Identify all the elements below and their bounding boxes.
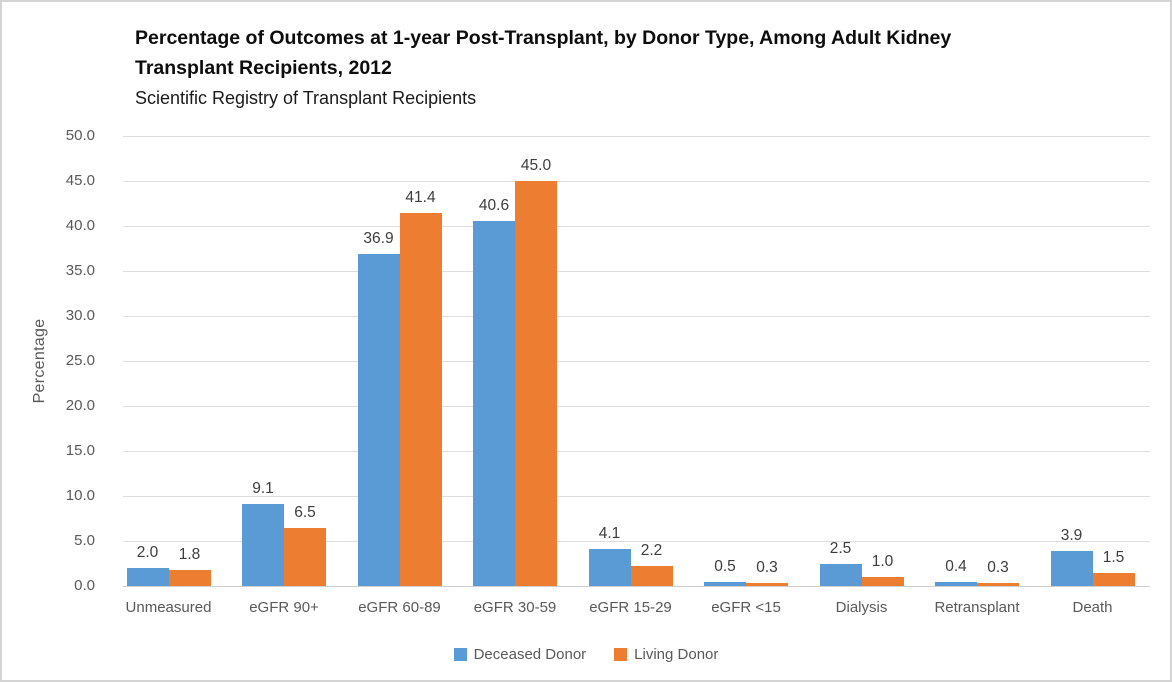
data-label-deceased-donor-retransplant: 0.4 (945, 558, 967, 576)
data-label-living-donor-egfr-60-89: 41.4 (405, 189, 436, 207)
bar-living-donor-egfr-30-59 (515, 181, 557, 586)
y-tick-label: 30.0 (65, 307, 95, 324)
bar-deceased-donor-egfr-30-59 (473, 220, 515, 586)
legend-swatch-living-donor (614, 648, 628, 661)
bar-living-donor-unmeasured (168, 569, 211, 586)
y-tick-label: 15.0 (65, 442, 95, 459)
bar-living-donor-egfr-15-29 (630, 566, 673, 586)
y-tick-label: 50.0 (65, 127, 95, 144)
bar-living-donor-death (1092, 572, 1135, 586)
bar-living-donor-egfr-90 (284, 527, 326, 586)
y-tick-label: 10.0 (65, 487, 95, 504)
bar-living-donor-egfr-15 (746, 583, 788, 586)
data-label-living-donor-retransplant: 0.3 (987, 559, 1009, 577)
legend-item-deceased-donor: Deceased Donor (453, 646, 587, 663)
bar-living-donor-dialysis (861, 577, 904, 586)
gridline (123, 316, 1150, 317)
data-label-living-donor-death: 1.5 (1102, 548, 1125, 566)
gridline (123, 496, 1150, 497)
x-category-label-death: Death (1072, 599, 1113, 616)
y-tick-label: 40.0 (65, 217, 95, 234)
data-label-deceased-donor-egfr-60-89: 36.9 (363, 229, 394, 247)
bar-deceased-donor-dialysis (819, 563, 862, 586)
data-label-deceased-donor-death: 3.9 (1060, 526, 1083, 544)
data-label-deceased-donor-dialysis: 2.5 (829, 539, 852, 557)
data-label-deceased-donor-egfr-90: 9.1 (252, 480, 274, 498)
data-label-living-donor-egfr-90: 6.5 (294, 503, 316, 521)
y-tick-label: 0.0 (74, 577, 95, 594)
legend-swatch-deceased-donor (453, 648, 467, 661)
data-label-living-donor-dialysis: 1.0 (871, 553, 894, 570)
bar-living-donor-egfr-60-89 (399, 213, 442, 586)
x-axis-line (123, 586, 1150, 587)
bar-deceased-donor-egfr-15-29 (588, 549, 631, 586)
gridline (123, 136, 1150, 137)
y-tick-label: 35.0 (65, 262, 95, 279)
chart-title-line-1: Percentage of Outcomes at 1-year Post-Tr… (135, 27, 952, 49)
data-label-living-donor-egfr-15-29: 2.2 (640, 542, 663, 560)
chart-subtitle: Scientific Registry of Transplant Recipi… (135, 88, 477, 108)
gridline (123, 361, 1150, 362)
legend: Deceased Donor Living Donor (2, 646, 1170, 663)
gridline (123, 541, 1150, 542)
x-category-label-unmeasured: Unmeasured (125, 599, 212, 616)
chart-title-line-2: Transplant Recipients, 2012 (135, 57, 392, 79)
data-label-deceased-donor-egfr-15-29: 4.1 (598, 525, 621, 543)
legend-item-living-donor: Living Donor (614, 646, 718, 663)
data-label-deceased-donor-egfr-15: 0.5 (714, 557, 736, 575)
x-category-label-egfr-30-59: eGFR 30-59 (473, 599, 557, 616)
gridline (123, 271, 1150, 272)
gridline (123, 181, 1150, 182)
data-label-deceased-donor-egfr-30-59: 40.6 (478, 196, 510, 214)
data-label-deceased-donor-unmeasured: 2.0 (136, 544, 159, 561)
chart-title-block: Percentage of Outcomes at 1-year Post-Tr… (135, 23, 951, 111)
data-label-living-donor-egfr-15: 0.3 (756, 559, 778, 577)
legend-label-living-donor: Living Donor (634, 646, 719, 663)
y-tick-label: 45.0 (65, 172, 95, 189)
bar-deceased-donor-egfr-15 (704, 581, 746, 586)
bar-living-donor-retransplant (977, 583, 1019, 586)
data-label-living-donor-egfr-30-59: 45.0 (520, 157, 552, 174)
bar-deceased-donor-death (1050, 550, 1093, 586)
x-category-label-retransplant: Retransplant (934, 599, 1020, 616)
legend-label-deceased-donor: Deceased Donor (473, 646, 587, 663)
x-category-label-dialysis: Dialysis (835, 599, 888, 616)
bar-deceased-donor-egfr-60-89 (357, 253, 400, 586)
gridline (123, 226, 1150, 227)
x-category-label-egfr-60-89: eGFR 60-89 (358, 599, 441, 616)
gridline (123, 406, 1150, 407)
bar-deceased-donor-retransplant (935, 582, 977, 586)
x-category-label-egfr-15: eGFR <15 (711, 599, 781, 616)
data-label-living-donor-unmeasured: 1.8 (178, 545, 201, 563)
x-category-label-egfr-90: eGFR 90+ (249, 599, 319, 616)
y-tick-label: 25.0 (65, 352, 95, 369)
y-tick-label: 5.0 (74, 532, 95, 549)
bar-deceased-donor-unmeasured (126, 568, 169, 586)
bar-deceased-donor-egfr-90 (242, 504, 284, 586)
x-category-label-egfr-15-29: eGFR 15-29 (589, 599, 672, 616)
y-tick-label: 20.0 (65, 397, 95, 414)
gridline (123, 451, 1150, 452)
